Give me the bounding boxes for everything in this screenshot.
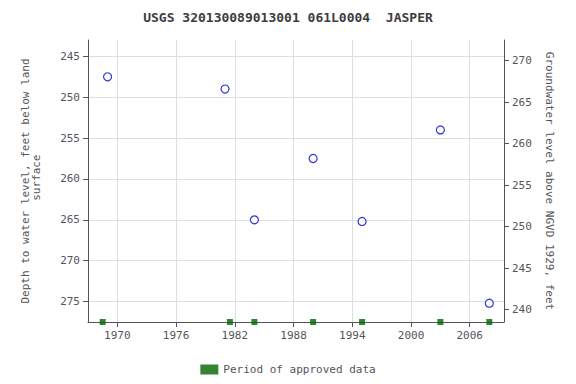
svg-text:1970: 1970: [104, 329, 131, 342]
svg-text:1976: 1976: [163, 329, 190, 342]
svg-text:245: 245: [512, 262, 532, 275]
svg-text:245: 245: [60, 50, 80, 63]
svg-text:260: 260: [512, 137, 532, 150]
svg-text:Groundwater level above NGVD 1: Groundwater level above NGVD 1929, feet: [543, 52, 556, 310]
svg-text:USGS 320130089013001 061L0004: USGS 320130089013001 061L0004 JASPER: [143, 10, 433, 25]
svg-text:255: 255: [512, 179, 532, 192]
svg-text:275: 275: [60, 295, 80, 308]
svg-text:265: 265: [512, 96, 532, 109]
svg-text:270: 270: [60, 254, 80, 267]
svg-text:260: 260: [60, 172, 80, 185]
svg-text:250: 250: [60, 91, 80, 104]
svg-text:265: 265: [60, 213, 80, 226]
svg-text:Period of approved data: Period of approved data: [223, 363, 375, 376]
svg-text:270: 270: [512, 54, 532, 67]
svg-text:1994: 1994: [339, 329, 366, 342]
svg-text:1988: 1988: [280, 329, 307, 342]
svg-text:1982: 1982: [222, 329, 249, 342]
svg-text:2000: 2000: [398, 329, 425, 342]
svg-text:255: 255: [60, 132, 80, 145]
svg-text:surface: surface: [30, 155, 43, 208]
svg-text:240: 240: [512, 303, 532, 316]
svg-text:Depth to water level, feet bel: Depth to water level, feet below land: [19, 58, 32, 304]
svg-text:250: 250: [512, 220, 532, 233]
svg-text:2006: 2006: [456, 329, 483, 342]
